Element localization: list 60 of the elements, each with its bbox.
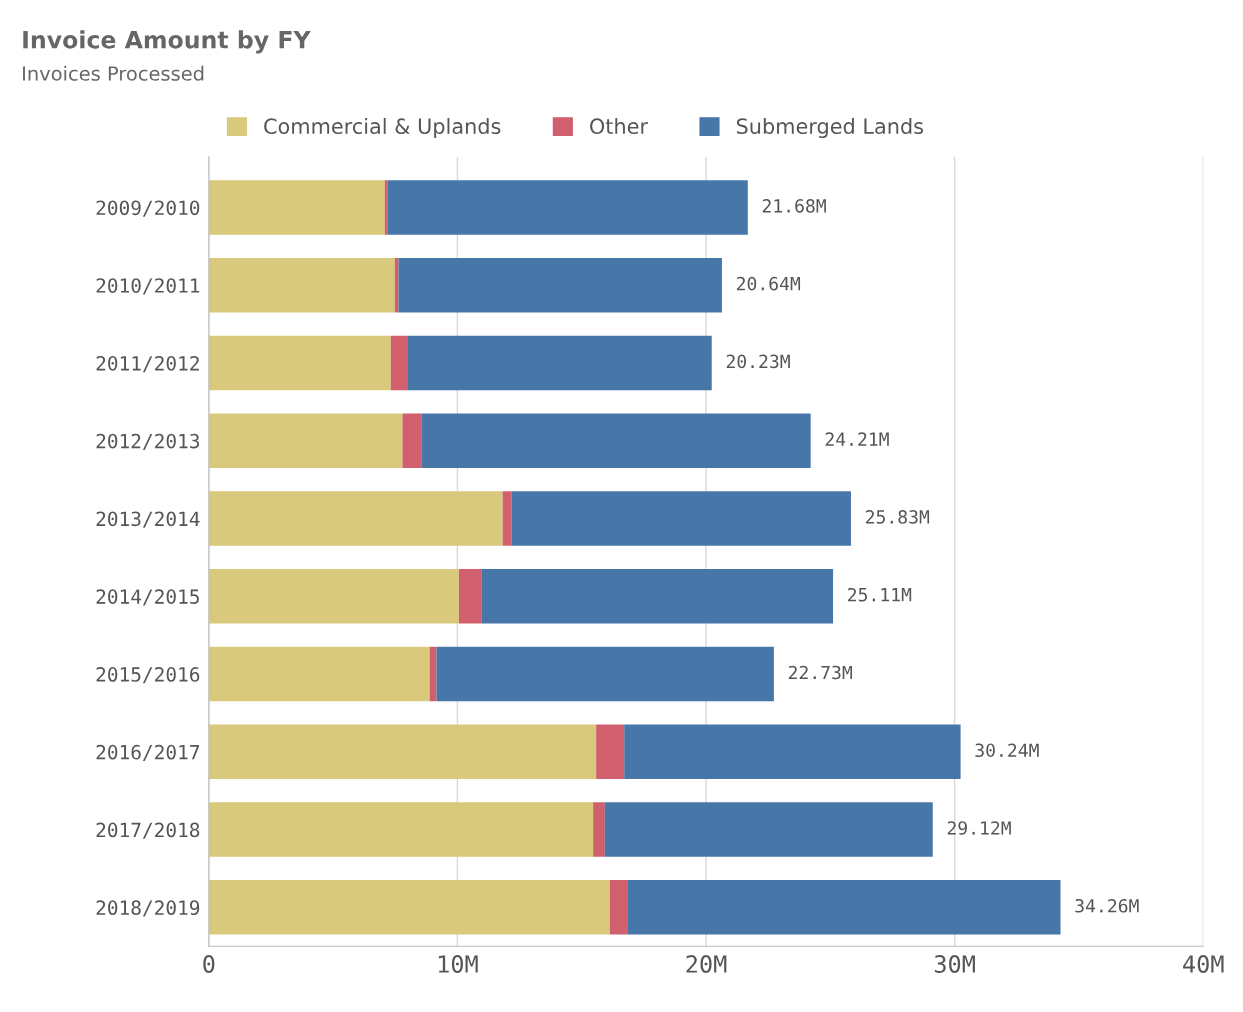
bar bbox=[627, 880, 1061, 935]
x-tick-label: 40M bbox=[1183, 955, 1224, 973]
total-label: 29.12M bbox=[947, 821, 1011, 835]
y-tick-label: 2011/2012 bbox=[96, 355, 199, 373]
bar bbox=[208, 802, 594, 857]
bar bbox=[624, 724, 961, 780]
x-tick-label: 20M bbox=[686, 955, 727, 973]
bar bbox=[429, 646, 437, 702]
bar bbox=[609, 880, 628, 935]
legend-label: Submerged Lands bbox=[736, 117, 924, 139]
bar bbox=[208, 257, 395, 313]
bar bbox=[402, 413, 422, 468]
y-tick-label: 2017/2018 bbox=[96, 822, 200, 839]
bar bbox=[502, 491, 512, 546]
bar bbox=[394, 257, 399, 313]
y-tick-label: 2015/2016 bbox=[96, 667, 200, 684]
bar bbox=[458, 569, 482, 624]
bar bbox=[208, 880, 610, 935]
bar bbox=[208, 413, 403, 468]
bar bbox=[208, 335, 391, 391]
y-tick-label: 2010/2011 bbox=[96, 278, 200, 295]
y-tick-label: 2012/2013 bbox=[96, 433, 200, 450]
y-tick-label: 2018/2019 bbox=[96, 900, 200, 917]
y-tick-label: 2013/2014 bbox=[96, 511, 200, 528]
bar bbox=[208, 646, 430, 702]
bar bbox=[436, 646, 774, 702]
total-label: 30.24M bbox=[975, 743, 1039, 758]
y-tick-label: 2009/2010 bbox=[96, 200, 200, 217]
total-label: 25.83M bbox=[865, 510, 930, 524]
total-label: 20.23M bbox=[726, 354, 790, 369]
total-label: 24.21M bbox=[825, 432, 889, 446]
bar bbox=[390, 335, 408, 391]
y-tick-label: 2014/2015 bbox=[96, 589, 199, 606]
chart-subtitle: Invoices Processed bbox=[23, 65, 204, 81]
x-tick-label: 0 bbox=[203, 955, 215, 973]
chart-title: Invoice Amount by FY bbox=[23, 30, 311, 54]
bar bbox=[398, 257, 722, 313]
y-tick-label: 2016/2017 bbox=[96, 744, 200, 762]
bar bbox=[481, 569, 834, 624]
bar bbox=[384, 180, 388, 235]
bar bbox=[407, 335, 712, 391]
x-tick-label: 30M bbox=[934, 955, 975, 973]
total-label: 20.64M bbox=[736, 276, 801, 291]
total-label: 22.73M bbox=[788, 665, 853, 680]
bar bbox=[593, 802, 605, 857]
bar bbox=[596, 724, 625, 780]
legend-label: Other bbox=[590, 117, 649, 135]
total-label: 21.68M bbox=[762, 199, 826, 213]
bar bbox=[208, 180, 385, 235]
bar bbox=[208, 724, 597, 780]
x-tick-label: 10M bbox=[438, 955, 478, 973]
legend-label: Commercial & Uplands bbox=[264, 117, 501, 139]
total-label: 34.26M bbox=[1075, 898, 1139, 913]
bar bbox=[208, 569, 459, 624]
bar bbox=[387, 180, 748, 235]
bar bbox=[604, 802, 933, 857]
total-label: 25.11M bbox=[848, 587, 912, 602]
bar bbox=[511, 491, 851, 546]
bar bbox=[421, 413, 811, 468]
bar bbox=[208, 491, 503, 546]
